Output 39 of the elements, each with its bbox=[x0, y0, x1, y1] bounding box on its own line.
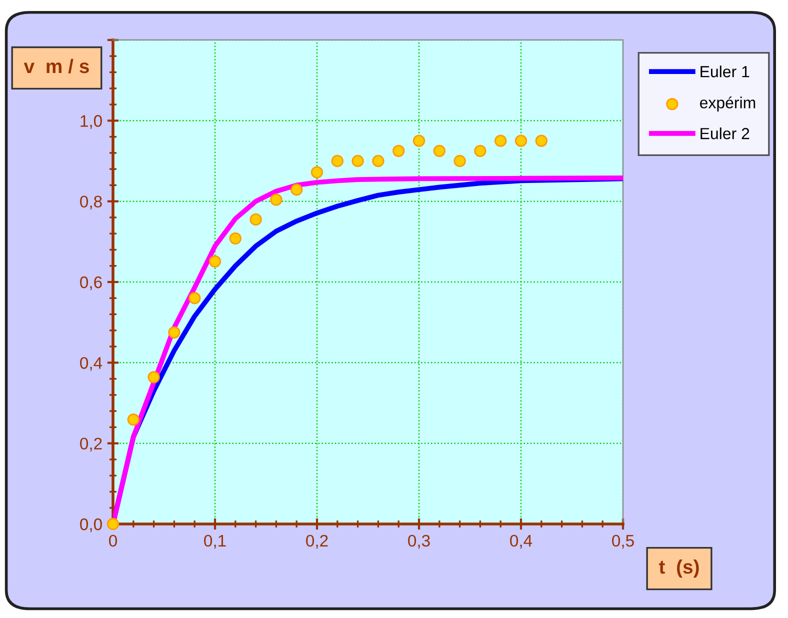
point bbox=[494, 134, 507, 147]
point bbox=[148, 371, 160, 384]
point bbox=[229, 232, 242, 245]
y-tick-label: 0,8 bbox=[80, 196, 102, 210]
legend-label: Euler 2 bbox=[700, 128, 750, 140]
point bbox=[474, 144, 486, 157]
point bbox=[372, 154, 384, 168]
point bbox=[535, 134, 548, 147]
y-tick-label: 0,6 bbox=[80, 276, 102, 290]
legend-label: expérim bbox=[700, 96, 756, 112]
point bbox=[514, 134, 528, 147]
x-tick-label: 0,4 bbox=[510, 534, 532, 549]
point bbox=[352, 154, 364, 168]
point bbox=[168, 326, 180, 338]
x-tick-label: 0,1 bbox=[204, 534, 226, 549]
point bbox=[412, 134, 426, 147]
point bbox=[270, 194, 282, 206]
point bbox=[208, 255, 222, 268]
x-tick-label: 0,5 bbox=[612, 534, 634, 549]
x-axis-title: t (s) bbox=[658, 559, 699, 578]
y-tick-label: 0,2 bbox=[80, 438, 102, 452]
point bbox=[310, 166, 324, 178]
point bbox=[392, 144, 405, 157]
y-tick-label: 1,0 bbox=[80, 115, 102, 129]
x-tick-label: 0,2 bbox=[306, 534, 328, 549]
legend-label: Euler 1 bbox=[700, 66, 750, 78]
point bbox=[188, 292, 201, 304]
point bbox=[106, 518, 120, 530]
y-tick-label: 0,0 bbox=[80, 518, 102, 532]
point bbox=[250, 213, 262, 226]
point bbox=[454, 154, 466, 168]
x-tick-label: 0 bbox=[109, 534, 117, 547]
y-axis-title: v m / s bbox=[24, 58, 89, 74]
point bbox=[331, 154, 344, 168]
point bbox=[290, 184, 303, 196]
x-tick-label: 0,3 bbox=[408, 534, 430, 549]
point bbox=[127, 413, 140, 426]
point bbox=[433, 144, 446, 157]
y-tick-label: 0,4 bbox=[80, 357, 102, 371]
